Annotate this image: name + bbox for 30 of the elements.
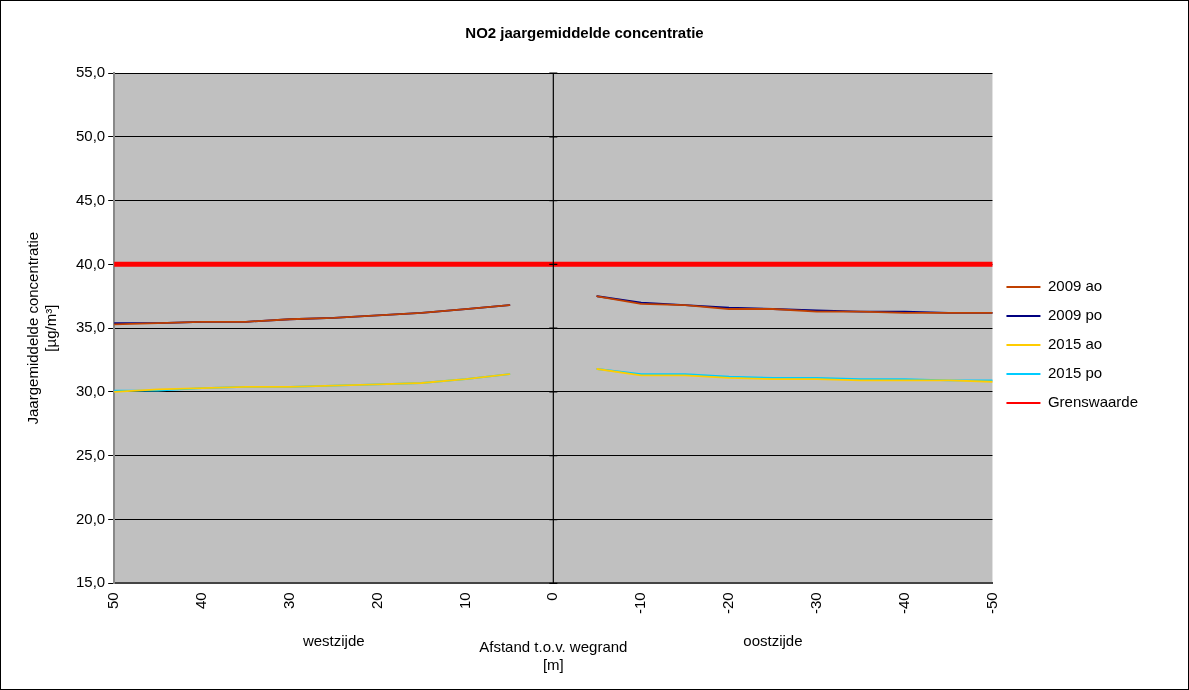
chart-title: NO2 jaargemiddelde concentratie — [465, 24, 704, 42]
x-tick-label: 0 — [543, 592, 561, 601]
legend-label: 2009 po — [1047, 306, 1103, 324]
y-axis-title: Jaargemiddelde concentratie [µg/m³] — [24, 231, 60, 425]
legend-label: 2015 po — [1047, 364, 1103, 382]
text: oostzijde — [743, 632, 803, 650]
legend-label: 2015 ao — [1047, 335, 1103, 353]
y-tick-label: 50,0 — [75, 126, 106, 144]
y-tick-label: 55,0 — [75, 63, 106, 81]
y-tick-label: 45,0 — [75, 190, 106, 208]
y-tick-label: 20,0 — [75, 509, 106, 527]
x-tick-label: 40 — [192, 592, 210, 610]
x-tick-label: 10 — [455, 592, 473, 610]
x-tick-label: -20 — [719, 592, 737, 615]
legend-label: Grenswaarde — [1047, 393, 1138, 411]
x-tick-label: -40 — [894, 592, 912, 615]
x-tick-label: 20 — [367, 592, 385, 610]
text: westzijde — [301, 632, 365, 650]
x-tick-label: -10 — [631, 592, 649, 615]
x-tick-label: -50 — [982, 592, 1000, 615]
x-tick-label: 30 — [279, 592, 297, 610]
y-tick-label: 40,0 — [75, 254, 106, 272]
y-tick-label: 15,0 — [75, 573, 106, 591]
y-tick-label: 35,0 — [75, 318, 106, 336]
y-tick-label: 30,0 — [75, 382, 106, 400]
legend-label: 2009 ao — [1047, 277, 1103, 295]
x-axis-title: Afstand t.o.v. wegrand [m] — [479, 638, 628, 674]
x-tick-label: -30 — [806, 592, 824, 615]
y-tick-label: 25,0 — [75, 445, 106, 463]
x-tick-label: 50 — [104, 592, 122, 610]
